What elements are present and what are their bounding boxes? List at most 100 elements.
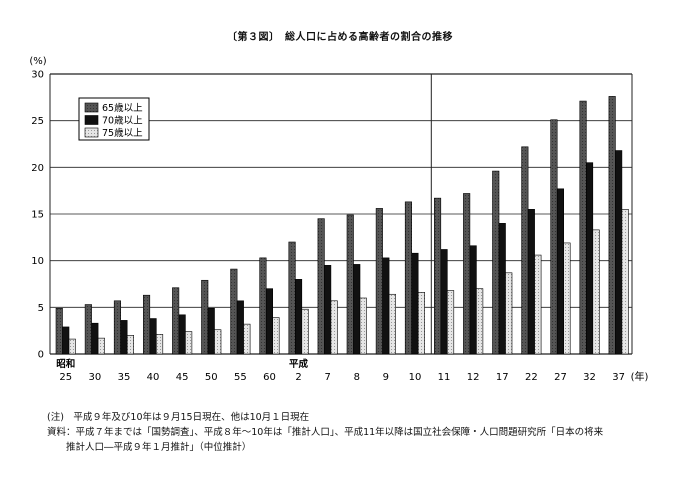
bar-45-65歳以上	[172, 287, 180, 355]
bar-9-70歳以上	[382, 257, 390, 355]
x-tick-label: 2	[295, 372, 301, 383]
x-tick-label: 7	[324, 372, 330, 383]
y-tick-label: 10	[31, 256, 44, 267]
bar-50-75歳以上	[214, 329, 222, 355]
x-tick-label: 25	[59, 372, 72, 383]
bars	[55, 96, 629, 355]
bar-22-75歳以上	[534, 254, 542, 355]
y-tick-label: 15	[31, 210, 44, 221]
x-tick-label: 11	[438, 372, 451, 383]
chart-title: 〔第３図〕 総人口に占める高齢者の割合の推移	[227, 32, 453, 43]
bar-8-65歳以上	[346, 214, 354, 355]
bar-11-75歳以上	[446, 290, 455, 355]
bar-55-65歳以上	[230, 268, 238, 355]
bar-7-75歳以上	[330, 300, 338, 355]
bar-8-70歳以上	[353, 264, 361, 355]
bar-35-65歳以上	[113, 300, 121, 355]
legend-swatch-75歳以上	[84, 127, 99, 138]
bar-55-75歳以上	[243, 323, 251, 355]
x-tick-label: 60	[263, 372, 276, 383]
x-tick-label: 9	[383, 372, 389, 383]
bar-12-70歳以上	[469, 245, 477, 355]
bar-9-75歳以上	[388, 293, 396, 355]
x-tick-label: 55	[234, 372, 247, 383]
x-tick-label: 40	[147, 372, 160, 383]
bar-2-65歳以上	[288, 241, 296, 355]
bar-27-75歳以上	[563, 242, 571, 355]
bar-10-70歳以上	[411, 252, 419, 355]
y-axis-unit: (%)	[29, 56, 46, 67]
bar-27-65歳以上	[550, 119, 558, 355]
bar-45-70歳以上	[178, 314, 186, 355]
bar-25-75歳以上	[68, 338, 76, 355]
note-line-2: 資料：平成７年までは「国勢調査」、平成８年～10年は「推計人口」、平成11年以降…	[47, 427, 604, 438]
bar-7-70歳以上	[324, 265, 332, 355]
x-tick-label: 22	[525, 372, 538, 383]
bar-11-70歳以上	[440, 249, 448, 355]
x-tick-label: 8	[354, 372, 360, 383]
bar-60-75歳以上	[272, 317, 280, 355]
x-tick-label: 37	[612, 372, 625, 383]
bar-30-75歳以上	[97, 337, 105, 355]
bar-50-65歳以上	[201, 279, 209, 355]
x-axis-unit: (年)	[631, 370, 649, 383]
bar-40-75歳以上	[156, 334, 164, 355]
x-tick-label: 45	[176, 372, 189, 383]
bar-17-70歳以上	[498, 223, 506, 355]
x-tick-label: 50	[205, 372, 218, 383]
bar-55-70歳以上	[236, 300, 244, 355]
x-tick-label: 32	[583, 372, 596, 383]
y-tick-label: 5	[38, 303, 44, 314]
bar-2-70歳以上	[294, 279, 303, 355]
bar-35-75歳以上	[126, 335, 134, 355]
bar-9-65歳以上	[375, 208, 383, 355]
bar-2-75歳以上	[301, 308, 309, 355]
bar-50-70歳以上	[207, 307, 215, 355]
y-tick-label: 20	[31, 163, 44, 174]
bar-17-65歳以上	[492, 170, 500, 355]
bar-22-70歳以上	[527, 209, 535, 355]
bar-30-65歳以上	[84, 304, 92, 355]
y-tick-label: 30	[31, 70, 44, 81]
bar-22-65歳以上	[521, 146, 529, 355]
era-label: 平成	[289, 358, 309, 370]
bar-30-70歳以上	[91, 322, 99, 355]
bar-12-65歳以上	[463, 193, 471, 355]
bar-12-75歳以上	[476, 288, 484, 355]
bar-17-75歳以上	[505, 272, 513, 355]
bar-11-65歳以上	[433, 197, 442, 355]
bar-32-70歳以上	[585, 162, 594, 355]
bar-35-70歳以上	[120, 320, 128, 355]
legend-label: 70歳以上	[102, 115, 143, 127]
bar-8-75歳以上	[359, 297, 367, 355]
x-tick-label: 10	[409, 372, 422, 383]
bar-40-65歳以上	[143, 294, 151, 355]
legend-swatch-65歳以上	[84, 102, 99, 113]
x-tick-label: 17	[496, 372, 509, 383]
note-line-1: (注) 平成９年及び10年は９月15日現在、他は10月１日現在	[47, 412, 310, 423]
bar-32-75歳以上	[592, 229, 600, 355]
bar-37-65歳以上	[608, 96, 616, 355]
x-tick-label: 12	[467, 372, 480, 383]
bar-32-65歳以上	[579, 100, 587, 355]
bar-7-65歳以上	[317, 218, 325, 355]
bar-60-70歳以上	[265, 288, 274, 355]
bar-37-70歳以上	[615, 150, 623, 355]
bar-10-65歳以上	[404, 201, 413, 355]
y-tick-label: 0	[38, 350, 44, 361]
bar-10-75歳以上	[417, 292, 426, 355]
bar-45-75歳以上	[185, 331, 193, 355]
x-tick-label: 35	[118, 372, 131, 383]
bar-25-70歳以上	[62, 326, 70, 355]
bar-60-65歳以上	[259, 257, 267, 355]
legend-label: 65歳以上	[102, 102, 143, 114]
y-axis-ticks: 0 5 10 15 20 25 30	[31, 70, 44, 361]
bar-37-75歳以上	[621, 209, 629, 355]
legend-label: 75歳以上	[102, 127, 143, 139]
note-line-3: 推計人口―平成９年１月推計」（中位推計）	[66, 442, 252, 453]
bar-40-70歳以上	[149, 318, 157, 355]
x-tick-label: 27	[554, 372, 567, 383]
